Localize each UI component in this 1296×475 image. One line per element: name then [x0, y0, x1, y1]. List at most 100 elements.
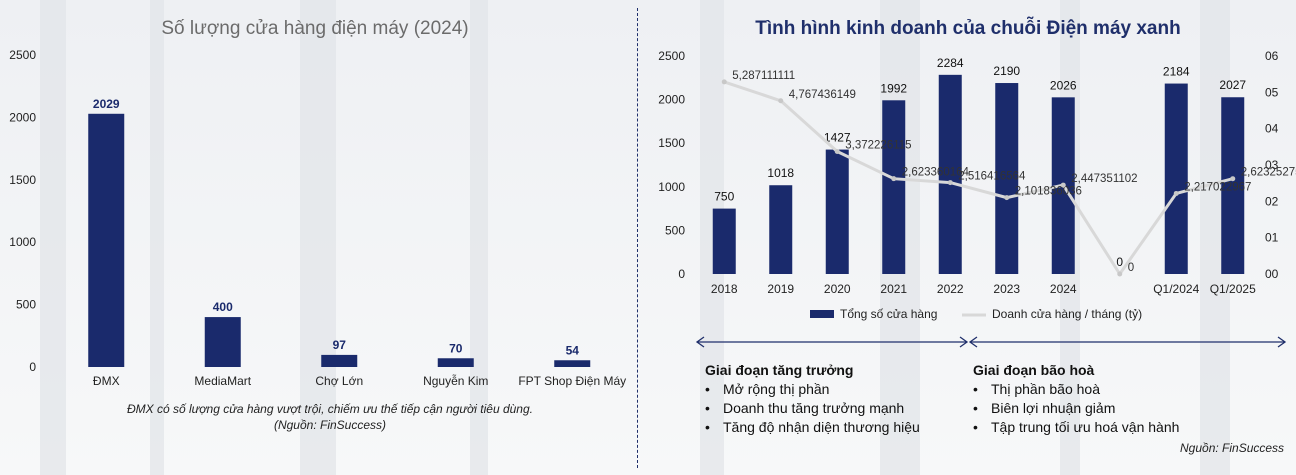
stage-saturation-item: Biên lợi nhuận giảm — [973, 399, 1179, 418]
y-right-tick-label: 01 — [1265, 231, 1279, 245]
bar — [437, 358, 474, 367]
y-tick-label: 1000 — [9, 235, 36, 249]
line-series — [723, 80, 1234, 276]
left-note-line2: (Nguồn: FinSuccess) — [273, 418, 387, 432]
line-value-label: 4,767436149 — [789, 89, 856, 101]
x-tick-label: 2023 — [993, 282, 1020, 296]
bar — [882, 100, 906, 274]
x-tick-label: 2021 — [880, 282, 907, 296]
bar — [712, 208, 736, 274]
left-chart-note: ĐMX có số lượng cửa hàng vượt trội, chiế… — [60, 401, 600, 433]
line-point — [891, 176, 897, 182]
bar — [1221, 97, 1245, 274]
line-value-label: 5,287111111 — [732, 70, 795, 82]
bar-value-label: 2029 — [93, 97, 120, 111]
line-value-label: 2,447351102 — [1071, 173, 1137, 185]
y-left-tick-label: 0 — [678, 267, 685, 281]
stage-arrow — [695, 336, 1287, 348]
line-point — [778, 98, 784, 104]
line-value-label: 2,623252754 — [1241, 167, 1296, 179]
stage-saturation-item: Thị phần bão hoà — [973, 380, 1179, 399]
bar — [204, 317, 241, 367]
bar-value-label: 0 — [1116, 255, 1123, 269]
bar — [554, 360, 591, 367]
y-left-tick-label: 1000 — [658, 180, 685, 194]
stage-growth: Giai đoạn tăng trưởng Mở rộng thị phần D… — [705, 361, 920, 437]
y-tick-label: 1500 — [9, 173, 36, 187]
y-right-tick-label: 03 — [1265, 158, 1279, 172]
bar — [1164, 83, 1188, 274]
y-left-tick-label: 1500 — [658, 136, 685, 150]
line-point — [947, 180, 953, 186]
x-tick-label: Nguyễn Kim — [423, 373, 488, 388]
x-tick-label: 2019 — [767, 282, 794, 296]
x-tick-label: 2022 — [937, 282, 964, 296]
stage-growth-title: Giai đoạn tăng trưởng — [705, 362, 854, 378]
y-right-tick-label: 06 — [1265, 49, 1279, 63]
stage-saturation: Giai đoạn bão hoà Thị phần bão hoà Biên … — [973, 361, 1179, 437]
legend-bar-swatch — [810, 310, 834, 318]
line-value-label: 2,217022967 — [1184, 181, 1251, 193]
y-left-tick-label: 2000 — [658, 93, 685, 107]
line-point — [721, 79, 727, 85]
y-right-tick-label: 00 — [1265, 267, 1279, 281]
line-value-label: 3,372226115 — [845, 139, 911, 151]
bar-value-label: 2027 — [1219, 78, 1246, 92]
bar-value-label: 2284 — [937, 56, 964, 70]
legend-bar-label: Tổng số cửa hàng — [840, 307, 937, 321]
line-point — [1173, 190, 1179, 196]
y-right-tick-label: 05 — [1265, 85, 1279, 99]
y-left-tick-label: 500 — [665, 223, 685, 237]
x-tick-label: MediaMart — [194, 374, 251, 388]
bar — [825, 149, 849, 274]
x-tick-label: FPT Shop Điện Máy — [518, 374, 626, 388]
bar — [321, 354, 358, 367]
stage-growth-item: Mở rộng thị phần — [705, 380, 920, 399]
stage-growth-item: Doanh thu tăng trưởng mạnh — [705, 399, 920, 418]
line-point — [1004, 195, 1010, 201]
legend-line-label: Doanh cửa hàng / tháng (tỷ) — [992, 307, 1142, 321]
x-tick-label: Q1/2024 — [1153, 282, 1199, 296]
line-point — [1230, 176, 1236, 182]
y-tick-label: 0 — [29, 360, 36, 374]
x-tick-label: Q1/2025 — [1210, 282, 1256, 296]
line-point — [834, 148, 840, 154]
line-value-label: 2,101836036 — [1015, 186, 1082, 198]
x-tick-label: ĐMX — [93, 374, 120, 388]
left-note-line1: ĐMX có số lượng cửa hàng vượt trội, chiế… — [127, 402, 533, 416]
bar — [995, 83, 1019, 274]
bar-value-label: 70 — [449, 341, 463, 355]
y-tick-label: 2500 — [9, 48, 36, 62]
panel-divider — [637, 8, 638, 468]
y-left-tick-label: 2500 — [658, 49, 685, 63]
line-value-label: 2,623360164 — [902, 167, 970, 179]
left-chart-title: Số lượng cửa hàng điện máy (2024) — [161, 18, 469, 39]
x-tick-label: Chợ Lớn — [315, 374, 363, 388]
stage-growth-item: Tăng độ nhận diện thương hiệu — [705, 418, 920, 437]
bar-value-label: 2026 — [1050, 78, 1077, 92]
x-tick-label: 2018 — [711, 282, 738, 296]
line-point — [1060, 182, 1066, 188]
bar-value-label: 2190 — [993, 64, 1020, 78]
y-right-tick-label: 02 — [1265, 194, 1279, 208]
x-tick-label: 2020 — [824, 282, 851, 296]
bar-value-label: 1992 — [880, 81, 907, 95]
bar — [769, 185, 793, 274]
x-tick-label: 2024 — [1050, 282, 1077, 296]
line-value-label: 0 — [1128, 262, 1134, 274]
bar-value-label: 54 — [566, 343, 580, 357]
line-point — [1117, 271, 1123, 277]
bar-value-label: 1018 — [767, 166, 794, 180]
bar-value-label: 750 — [714, 190, 734, 204]
y-right-tick-label: 04 — [1265, 122, 1279, 136]
bar-value-label: 2184 — [1163, 65, 1190, 79]
stage-saturation-title: Giai đoạn bão hoà — [973, 362, 1095, 378]
right-combo-chart: 0500100015002000250000010203040506750201… — [658, 49, 1296, 321]
right-source: Nguồn: FinSuccess — [1180, 441, 1285, 455]
right-chart-title: Tình hình kinh doanh của chuỗi Điện máy … — [755, 18, 1181, 39]
bar — [938, 74, 962, 274]
bar-value-label: 97 — [333, 338, 347, 352]
y-tick-label: 500 — [16, 298, 36, 312]
left-bar-chart: 0 500 1000 1500 2000 2500 2029 ĐMX 400 MediaMart 9… — [9, 48, 626, 388]
